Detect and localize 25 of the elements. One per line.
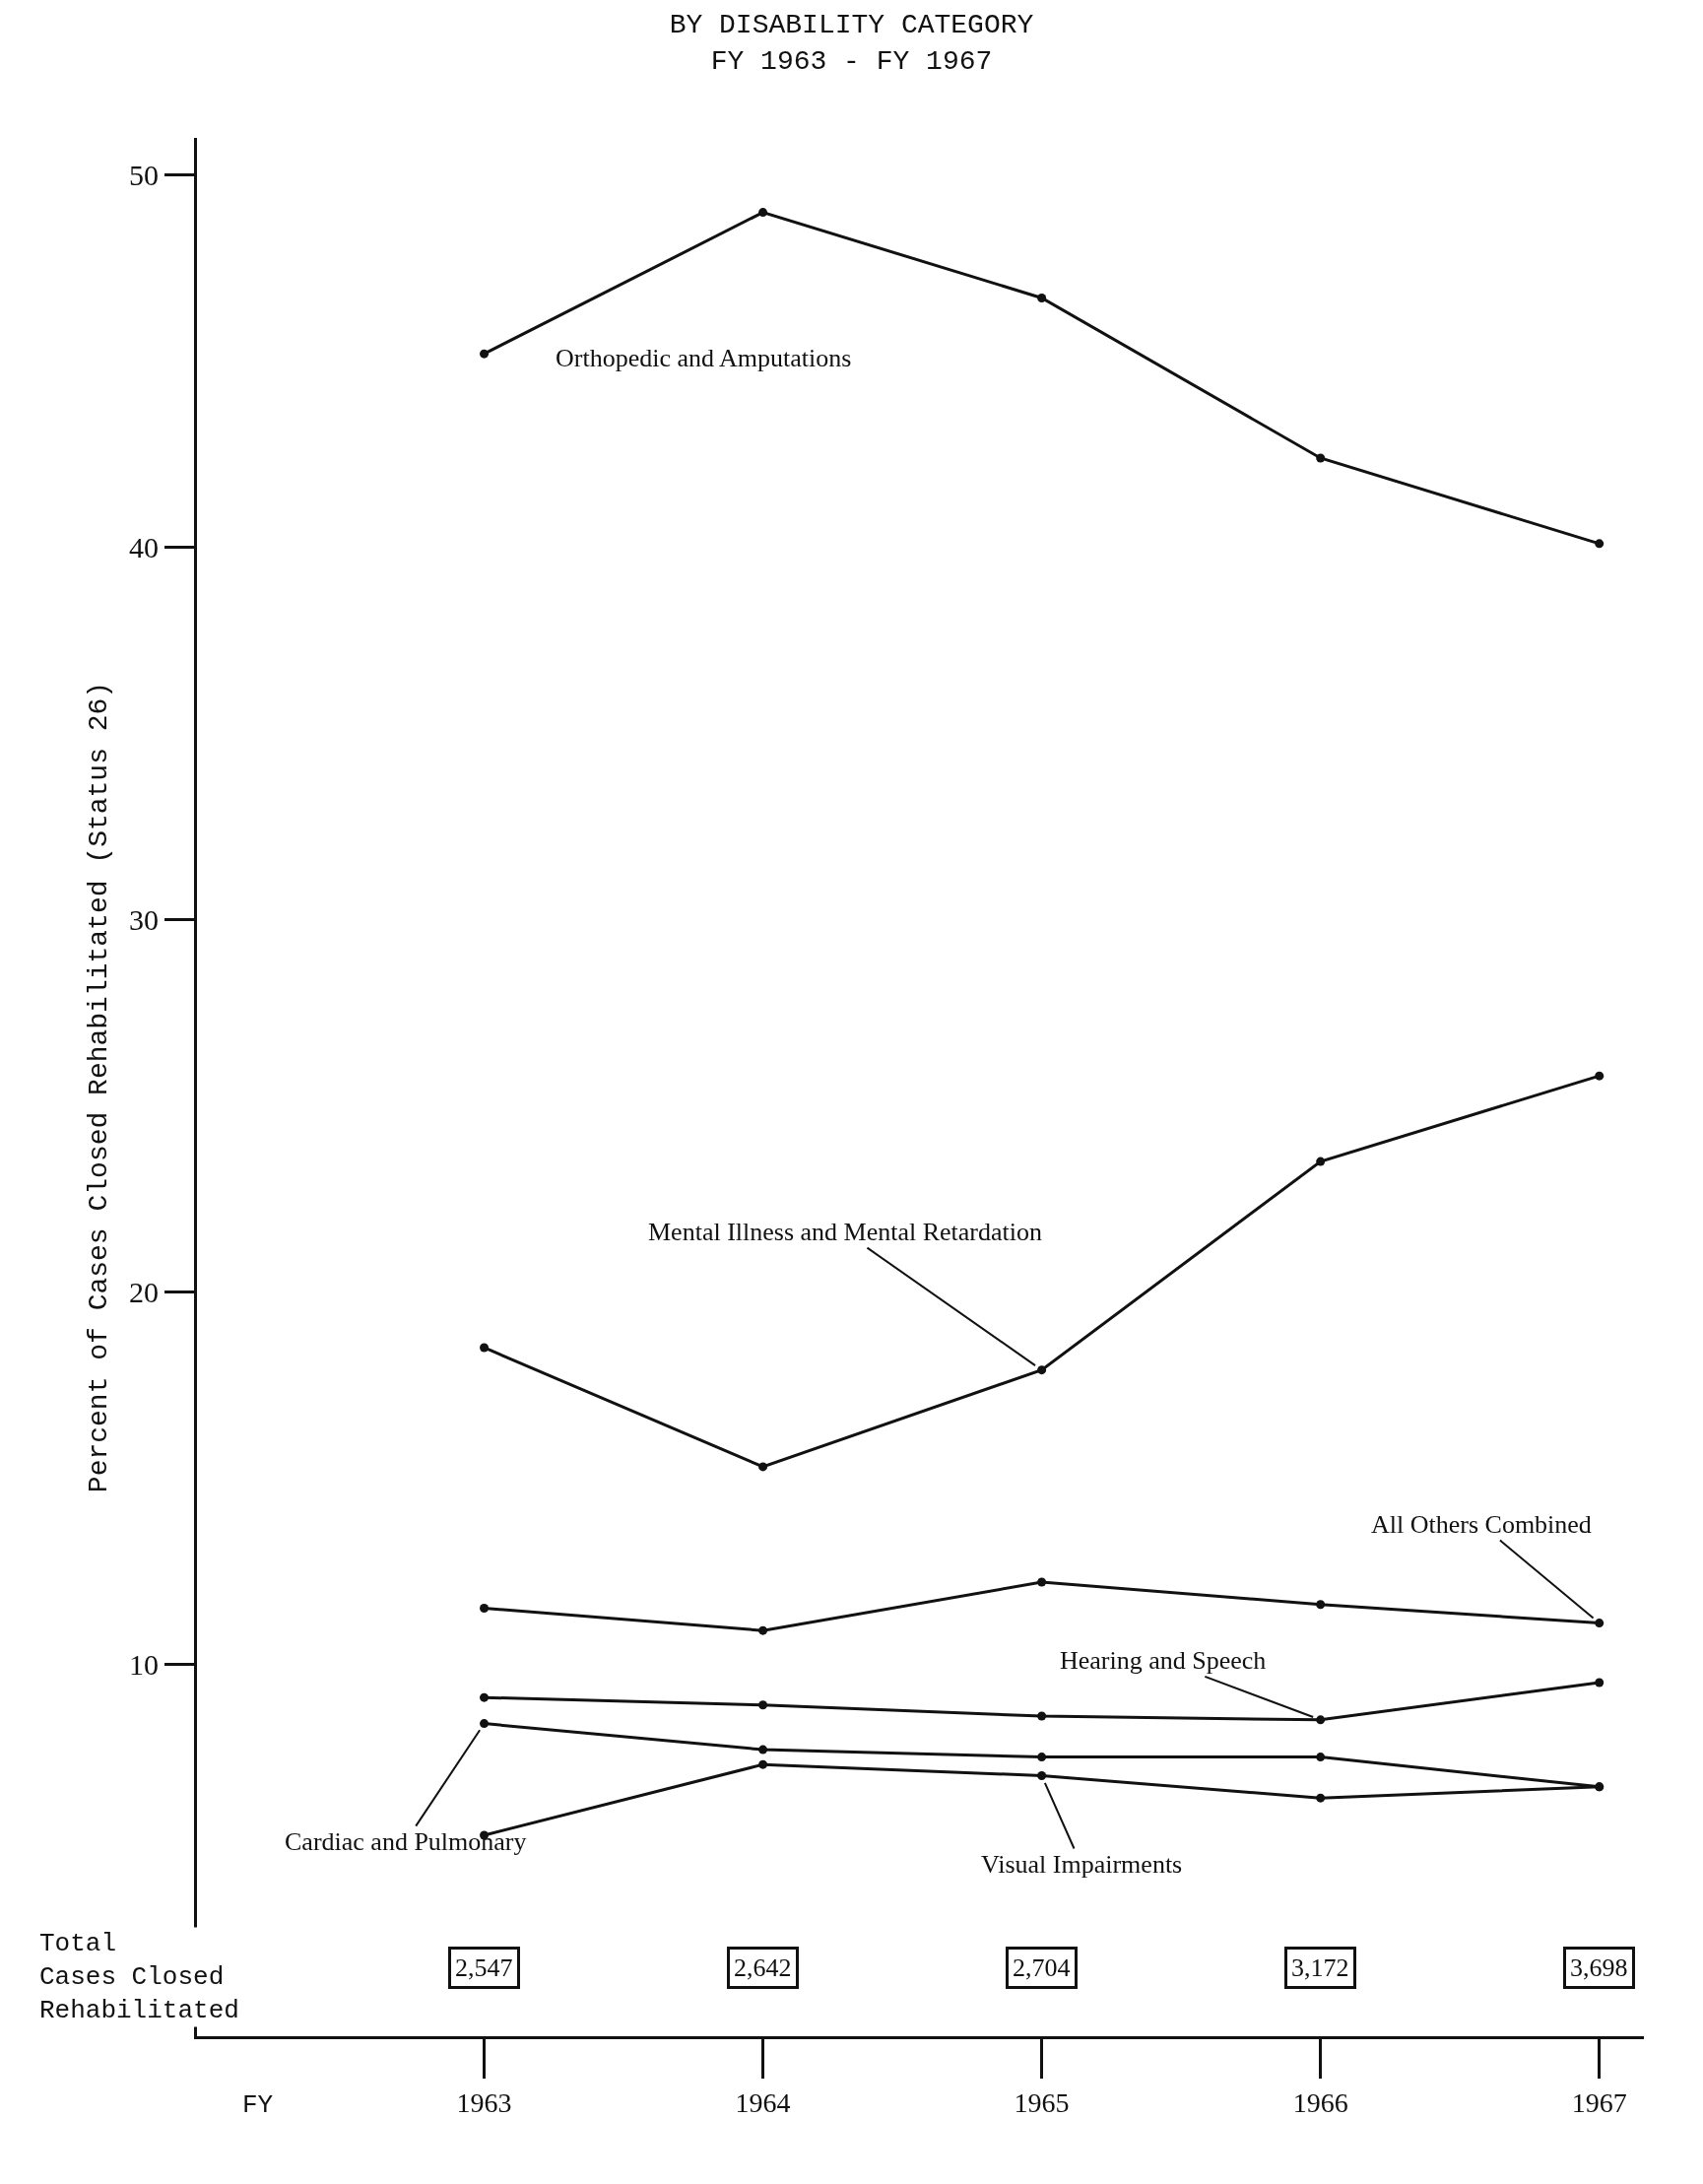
x-tick-label: 1963 — [456, 2086, 512, 2118]
series-label: Hearing and Speech — [1060, 1646, 1267, 1675]
text: FY — [242, 2090, 274, 2120]
x-tick-label: 1967 — [1571, 2086, 1627, 2118]
y-axis-title: Percent of Cases Closed Rehabilitated (Status 26) — [83, 681, 114, 1493]
text: Mental Illness and Mental Retardation — [648, 1218, 1043, 1246]
y-tick-label: 30 — [129, 902, 159, 936]
y-tick-label: 20 — [129, 1275, 159, 1308]
text: All Others Combined — [1371, 1510, 1592, 1539]
annotation: 2,547 — [455, 1953, 513, 1982]
x-tick-label: 1966 — [1292, 2086, 1348, 2118]
annotation: 2,642 — [734, 1953, 792, 1982]
y-tick-label: 10 — [129, 1647, 159, 1681]
x-tick-label: 1965 — [1014, 2086, 1070, 2118]
annotation: 2,704 — [1013, 1953, 1071, 1982]
series-label: Orthopedic and Amputations — [556, 344, 852, 372]
chart-title: BY DISABILITY CATEGORY FY 1963 - FY 1967 — [669, 10, 1034, 77]
x-tick-label: 1964 — [735, 2086, 791, 2118]
y-tick-label: 40 — [129, 531, 159, 564]
y-tick-label: 50 — [129, 159, 159, 192]
text: Visual Impairments — [981, 1850, 1183, 1879]
text: Cardiac and Pulmonary — [285, 1827, 527, 1856]
annotation: Total Cases Closed Rehabilitated — [39, 1929, 239, 2025]
annotation: 3,698 — [1570, 1953, 1628, 1982]
annotation: 3,172 — [1291, 1953, 1349, 1982]
